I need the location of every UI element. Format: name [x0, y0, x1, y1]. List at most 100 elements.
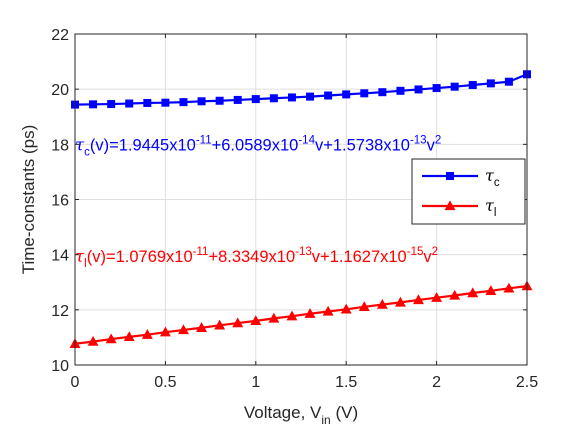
fit-equation-0-part-3: -11	[196, 134, 212, 146]
series-1-point-16	[358, 301, 370, 311]
series-1-point-13	[304, 308, 316, 318]
series-1-point-23	[485, 285, 497, 295]
annotations: τc(v)=1.9445x10-11+6.0589x10-14v+1.5738x…	[75, 134, 441, 270]
series-1-point-21	[449, 289, 461, 300]
series-0-point-1	[89, 100, 98, 109]
fit-equation-1-part-2: (v)=1.0769x10	[87, 248, 193, 266]
series-1-point-4	[141, 329, 153, 339]
series-0-point-14	[324, 91, 333, 100]
series-1-point-2	[105, 333, 117, 344]
fit-equation-0-part-7: -13	[410, 134, 427, 146]
series-0-point-22	[468, 81, 477, 90]
fit-equation-0-part-9: 2	[435, 134, 441, 146]
series-0-point-18	[396, 86, 405, 95]
series-layer	[69, 70, 533, 348]
series-1-point-15	[340, 303, 352, 314]
series-1-point-17	[376, 298, 388, 309]
series-0-point-7	[197, 97, 206, 106]
series-0-point-5	[161, 98, 170, 107]
series-1-point-6	[178, 324, 189, 335]
y-axis-label: Time-constants (ps)	[19, 125, 38, 275]
series-0-point-2	[107, 100, 116, 109]
series-1-point-19	[413, 294, 424, 305]
y-tick-label-1: 12	[51, 303, 69, 320]
x-tick-label-5: 2.5	[516, 374, 538, 391]
x-axis-label-unit: (V)	[331, 403, 358, 422]
y-tick-label-0: 10	[51, 358, 69, 375]
x-axis-label-main: Voltage, V	[244, 403, 322, 422]
series-0-point-6	[179, 98, 188, 107]
series-0-point-10	[251, 95, 260, 104]
series-1-point-8	[214, 319, 226, 330]
fit-equation-0-part-5: -14	[298, 134, 315, 146]
fit-equation-1-part-0: τ	[75, 247, 85, 266]
fit-equation-1-part-4: +8.3349x10	[208, 248, 295, 266]
series-0-point-16	[360, 89, 369, 98]
series-0-point-13	[306, 92, 315, 101]
legend-label-sub-0: c	[494, 177, 500, 189]
fit-equation-0-part-4: +6.0589x10	[212, 136, 299, 154]
series-1-point-1	[87, 335, 99, 346]
series-1-point-7	[196, 322, 208, 332]
legend-marker-0	[446, 172, 454, 180]
fit-equation-1-part-8: v	[423, 248, 432, 266]
series-0-point-9	[233, 95, 242, 104]
x-axis-label-sub: in	[321, 413, 330, 427]
series-0-point-23	[486, 79, 495, 88]
x-axis-label: Voltage, Vin (V)	[244, 403, 358, 427]
y-tick-label-6: 22	[51, 27, 69, 44]
series-tau-l	[69, 280, 533, 348]
series-1-point-24	[503, 282, 515, 293]
legend-label-main-0: τ	[485, 166, 495, 185]
series-0-point-15	[342, 90, 351, 99]
legend-label-sub-1: l	[494, 207, 497, 219]
series-1-point-18	[394, 296, 406, 307]
fit-equation-1-part-7: -15	[407, 246, 424, 258]
x-tick-label-1: 0.5	[154, 374, 176, 391]
series-0-point-17	[378, 88, 387, 97]
series-0-point-20	[432, 84, 441, 93]
x-tick-label-3: 1.5	[335, 374, 357, 391]
series-0-point-21	[450, 82, 459, 91]
legend-entry-1: τl	[422, 196, 496, 219]
fit-equation-1-part-6: v+1.1627x10	[312, 248, 407, 266]
axis-ticks	[74, 33, 528, 366]
fit-equation-0: τc(v)=1.9445x10-11+6.0589x10-14v+1.5738x…	[75, 134, 441, 158]
fit-equation-1: τl(v)=1.0769x10-11+8.3349x10-13v+1.1627x…	[75, 246, 438, 270]
series-1-point-20	[431, 292, 443, 302]
legend-label-main-1: τ	[485, 196, 495, 215]
legend-entry-0: τc	[422, 166, 500, 189]
series-1-point-12	[286, 310, 298, 321]
series-0-point-11	[269, 94, 278, 103]
series-0-point-12	[287, 93, 296, 102]
legend-marker-1	[444, 200, 456, 211]
y-tick-label-2: 14	[51, 248, 69, 265]
series-0-point-8	[215, 96, 224, 105]
fit-equation-1-part-3: -11	[193, 246, 209, 258]
y-tick-label-5: 20	[51, 82, 69, 99]
fit-equation-0-part-8: v	[427, 136, 436, 154]
series-1-point-10	[250, 315, 262, 326]
series-1-point-5	[159, 326, 171, 337]
series-1-point-22	[467, 287, 479, 298]
series-0-point-3	[125, 99, 134, 108]
fit-equation-0-part-6: v+1.5738x10	[315, 136, 410, 154]
y-tick-label-3: 16	[51, 193, 69, 210]
legend-label-1: τl	[485, 196, 496, 219]
series-0-point-19	[414, 85, 423, 94]
legend-box	[411, 158, 526, 225]
series-1-point-11	[268, 312, 280, 323]
x-tick-label-2: 1	[251, 374, 260, 391]
series-1-point-9	[232, 317, 244, 328]
x-tick-label-4: 2	[432, 374, 441, 391]
fit-equation-0-part-1: c	[84, 146, 90, 158]
series-1-point-3	[123, 331, 135, 342]
fit-equation-0-part-2: (v)=1.9445x10	[90, 136, 196, 154]
series-tau-c	[71, 70, 531, 109]
fit-equation-1-part-5: -13	[295, 246, 312, 258]
legend-label-0: τc	[485, 166, 500, 189]
series-0-point-24	[504, 77, 513, 86]
